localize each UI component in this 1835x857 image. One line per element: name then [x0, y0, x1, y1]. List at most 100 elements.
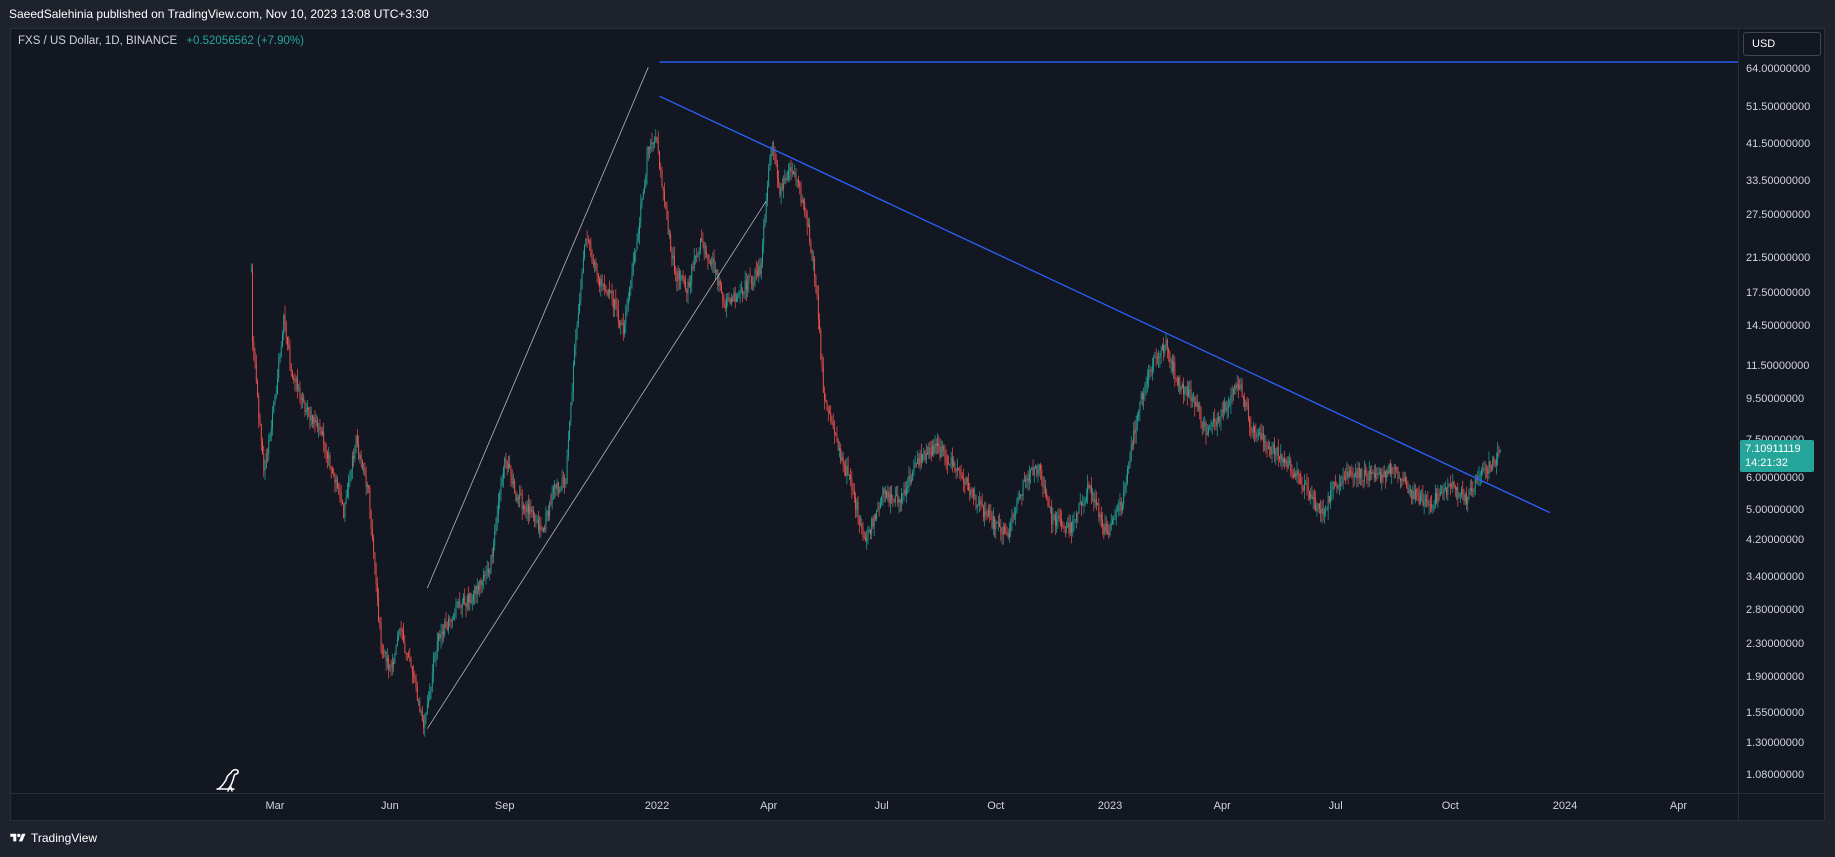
candle-body: [421, 710, 423, 721]
candle-body: [1046, 492, 1048, 499]
candle-body: [1326, 509, 1328, 511]
candle-body: [456, 602, 458, 604]
price-tick-label: 1.55000000: [1746, 706, 1805, 719]
candle-body: [278, 362, 280, 378]
descending-trendline[interactable]: [659, 95, 1551, 514]
candle-body: [1398, 478, 1400, 479]
candle-body: [436, 640, 438, 653]
candle-body: [934, 443, 936, 454]
candle-body: [960, 474, 962, 477]
candle-body: [829, 412, 830, 414]
candle-body: [719, 280, 721, 286]
candle-body: [929, 447, 931, 451]
candle-body: [1295, 473, 1297, 478]
candle-body: [1146, 377, 1148, 385]
candle-body: [706, 251, 708, 255]
time-tick-label: Mar: [265, 800, 285, 812]
candle-body: [1105, 523, 1107, 531]
candle-body: [847, 466, 849, 476]
candle-body: [1357, 467, 1359, 479]
candle-body: [892, 498, 894, 500]
candle-body: [375, 564, 377, 584]
candle-body: [1252, 425, 1254, 433]
candle-body: [424, 715, 426, 728]
candle-body: [1012, 515, 1014, 517]
candle-body: [1289, 460, 1290, 463]
candle-body: [1395, 466, 1396, 469]
candle-body: [399, 628, 401, 636]
candle-body: [862, 528, 864, 538]
candle-body: [783, 184, 785, 189]
candle-body: [734, 292, 736, 303]
candle-body: [448, 618, 449, 630]
currency-button[interactable]: USD: [1743, 32, 1821, 56]
candle-body: [851, 479, 853, 490]
candle-body: [968, 482, 969, 491]
candle-body: [314, 416, 316, 423]
candle-body: [1229, 403, 1231, 406]
candle-body: [1257, 433, 1259, 436]
candle-body: [917, 458, 919, 464]
channel-lower-line[interactable]: [426, 200, 767, 729]
candle-body: [1083, 503, 1085, 505]
candle-body: [1168, 348, 1170, 353]
candle-body: [866, 536, 868, 542]
candle-body: [328, 455, 330, 459]
candle-body: [415, 678, 417, 688]
candle-body: [1483, 468, 1485, 470]
candle-body: [1196, 402, 1198, 407]
tradingview-icon: [10, 833, 26, 842]
price-tick-label: 1.90000000: [1746, 671, 1805, 684]
candle-body: [631, 272, 633, 281]
time-tick-label: Jul: [1328, 800, 1343, 812]
candle-body: [1156, 356, 1158, 358]
candle-body: [1376, 473, 1378, 475]
candle-body: [1382, 474, 1384, 478]
candle-body: [1259, 432, 1261, 434]
candle-body: [604, 283, 606, 286]
candle-body: [697, 253, 699, 257]
candle-body: [1372, 472, 1374, 473]
candle-body: [605, 285, 607, 292]
candle-body: [304, 401, 306, 412]
candle-body: [270, 428, 272, 437]
candle-body: [971, 489, 973, 491]
candle-body: [1412, 490, 1414, 500]
candle-body: [699, 238, 701, 251]
candle-body: [1026, 478, 1028, 480]
candle-body: [329, 455, 331, 469]
candle-body: [825, 399, 827, 402]
candle-body: [1350, 471, 1352, 472]
candle-body: [938, 443, 940, 446]
candle-body: [985, 511, 987, 516]
candle-body: [1135, 420, 1137, 434]
candle-body: [915, 463, 917, 465]
tradingview-logo[interactable]: TradingView: [9, 831, 97, 845]
candle-body: [1380, 472, 1381, 482]
candle-body: [619, 321, 620, 326]
candle-body: [252, 269, 253, 342]
candle-body: [712, 258, 714, 264]
candle-body: [1227, 405, 1229, 409]
candle-body: [309, 410, 311, 421]
candle-body: [685, 281, 686, 290]
candle-body: [1211, 422, 1213, 426]
candle-body: [534, 515, 536, 522]
channel-upper-line[interactable]: [426, 67, 649, 589]
candle-body: [676, 273, 678, 282]
candle-body: [361, 460, 363, 470]
candle-body: [1417, 490, 1419, 496]
candle-body: [1104, 523, 1106, 534]
candle-body: [924, 451, 926, 461]
candle-body: [1466, 494, 1467, 504]
candle-body: [581, 272, 583, 287]
candle-body: [1016, 500, 1018, 512]
candle-body: [439, 633, 441, 639]
candle-body: [919, 453, 921, 466]
candle-body: [877, 507, 879, 511]
candle-body: [273, 403, 275, 413]
candle-body: [1315, 499, 1317, 512]
candle-body: [495, 522, 497, 532]
candle-body: [494, 531, 496, 546]
